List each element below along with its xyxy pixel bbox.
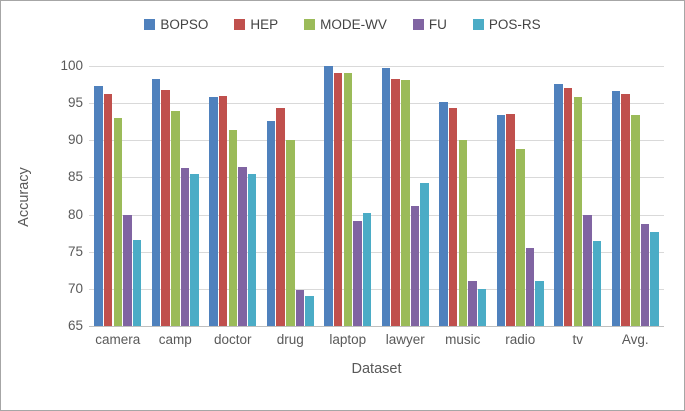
bar-camp-HEP [161,89,170,326]
bar-tv-MODE-WV [573,97,582,326]
legend-item-HEP[interactable]: HEP [234,17,278,32]
x-category-label-drug: drug [276,332,304,347]
bar-Avg-MODE-WV [631,115,640,326]
bar-doctor-POS-RS [247,174,257,326]
y-tick-label-70: 70 [67,280,83,296]
y-tick-label-90: 90 [67,132,83,148]
x-category-label-tv: tv [572,332,583,347]
y-tick-label-100: 100 [60,58,83,73]
gridline-95 [89,103,664,105]
legend-label: POS-RS [488,17,541,32]
bar-laptop-POS-RS [362,213,372,326]
bar-tv-POS-RS [592,241,602,326]
bar-laptop-BOPSO [324,66,333,326]
bar-drug-HEP [276,107,285,326]
y-tick-label-65: 65 [67,318,83,333]
bar-camp-MODE-WV [171,110,180,326]
bar-Avg-HEP [621,94,630,326]
gridline-70 [89,288,664,290]
bar-tv-HEP [563,88,573,326]
bar-drug-FU [295,289,305,326]
bar-drug-POS-RS [305,296,314,326]
bar-camera-BOPSO [94,86,103,326]
bar-radio-POS-RS [535,280,544,326]
bar-camera-MODE-WV [113,118,122,326]
legend-swatch-icon [144,19,156,30]
bar-radio-MODE-WV [516,149,525,326]
gridline-100 [89,66,664,67]
x-axis-line [89,326,664,327]
bar-doctor-HEP [218,95,228,326]
x-category-label-Avg: Avg. [621,332,649,347]
bar-camp-BOPSO [151,79,161,326]
bar-doctor-MODE-WV [228,129,237,326]
bar-music-MODE-WV [458,139,467,326]
gridline-85 [89,177,664,179]
legend-label: FU [428,17,447,32]
x-category-label-lawyer: lawyer [385,332,425,347]
bar-camera-HEP [103,94,113,326]
x-category-label-radio: radio [505,332,536,347]
bar-lawyer-POS-RS [420,183,429,326]
legend-swatch-icon [412,19,424,30]
bar-radio-BOPSO [496,115,506,326]
legend-swatch-icon [472,19,484,30]
gridline-75 [89,251,664,253]
bar-radio-HEP [506,113,515,326]
bar-camp-POS-RS [190,173,199,326]
bar-lawyer-HEP [391,79,400,326]
gridline-90 [89,140,664,142]
y-tick-label-75: 75 [67,243,83,259]
bar-Avg-FU [640,223,650,326]
legend-item-MODE-WV[interactable]: MODE-WV [304,17,387,32]
x-category-label-doctor: doctor [213,332,252,347]
legend: BOPSO HEP MODE-WV FU POS-RS [1,17,684,32]
bar-music-BOPSO [439,101,448,326]
legend-label: MODE-WV [320,17,387,32]
legend-swatch-icon [304,19,316,30]
bar-lawyer-BOPSO [381,67,391,326]
bar-doctor-FU [238,167,247,326]
bar-tv-BOPSO [554,83,563,326]
y-tick-label-85: 85 [67,169,83,185]
bar-camera-FU [123,214,132,326]
bar-tv-FU [583,214,592,326]
gridline-80 [89,214,664,216]
bar-music-POS-RS [477,288,487,326]
legend-label: HEP [250,17,279,32]
legend-item-FU[interactable]: FU [412,17,447,32]
legend-item-BOPSO[interactable]: BOPSO [144,17,208,32]
bar-lawyer-MODE-WV [401,80,410,326]
bar-laptop-FU [353,220,362,326]
bar-drug-BOPSO [266,120,276,326]
x-category-label-music: music [445,332,481,347]
bar-laptop-HEP [333,73,343,326]
bar-doctor-BOPSO [209,97,218,326]
bar-Avg-POS-RS [650,232,659,326]
bar-music-HEP [448,107,458,326]
x-category-label-camp: camp [158,332,192,347]
bar-camp-FU [180,167,190,326]
bar-drug-MODE-WV [286,140,295,326]
y-tick-label-95: 95 [67,95,83,111]
y-axis-title: Accuracy [16,167,32,227]
legend-swatch-icon [234,19,246,30]
bar-laptop-MODE-WV [343,73,352,326]
x-category-label-laptop: laptop [329,332,367,347]
bar-music-FU [468,281,477,326]
x-axis-title: Dataset [351,361,402,377]
legend-item-POS-RS[interactable]: POS-RS [472,17,541,32]
bar-radio-FU [525,248,535,326]
bar-camera-POS-RS [132,239,142,326]
x-category-label-camera: camera [95,332,141,347]
legend-label: BOPSO [160,17,209,32]
y-tick-label-80: 80 [67,206,83,222]
bar-lawyer-FU [410,205,420,326]
plot-area [89,66,664,327]
bar-Avg-BOPSO [611,91,621,326]
